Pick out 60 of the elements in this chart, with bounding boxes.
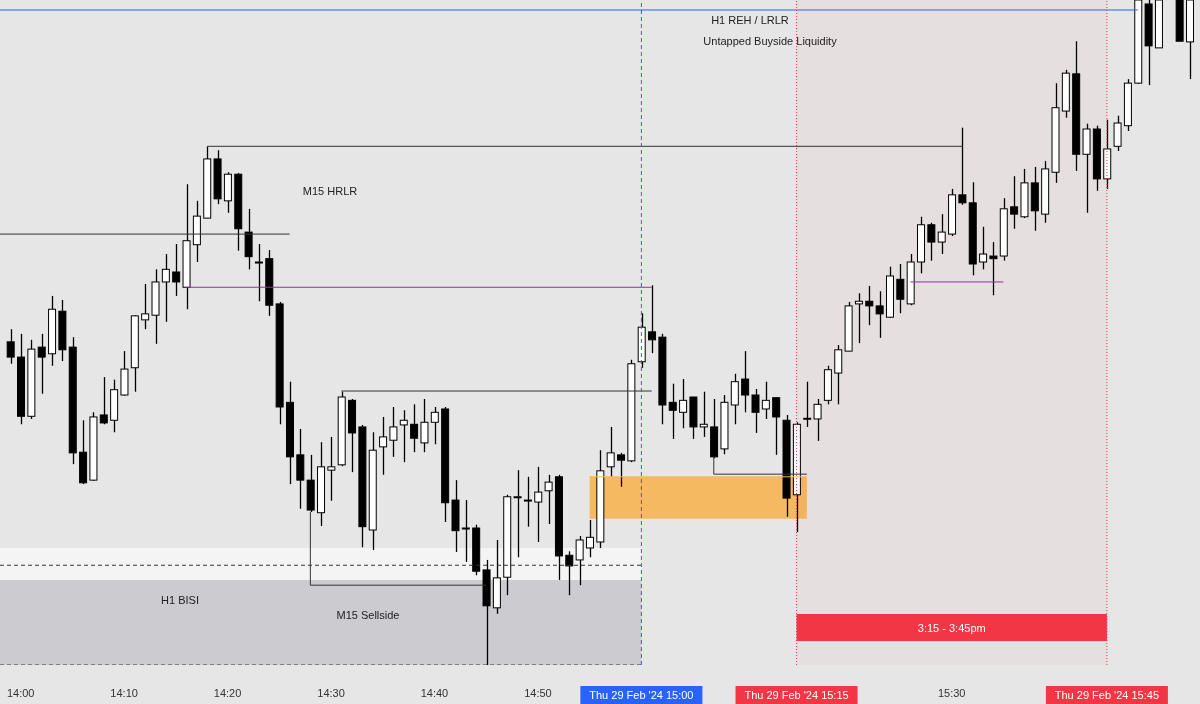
candlestick [875,290,884,339]
annotation: M15 HRLR [302,185,358,197]
candlestick [896,263,905,314]
candlestick [772,397,781,456]
candlestick [254,243,263,302]
candlestick [751,388,760,434]
x-tick-label: 14:40 [420,686,449,699]
annotation: H1 BISI [161,594,199,606]
candlestick [430,406,439,445]
x-tick-label: 14:10 [110,686,138,699]
candlestick [565,550,574,596]
x-tick-label: 15:30 [937,686,966,699]
candlestick [730,373,739,425]
annotation: Untapped Buyside Liquidity [703,35,837,47]
candlestick [99,376,108,425]
candlestick [699,391,708,438]
candlestick [803,381,812,428]
candlestick [679,378,688,429]
time-window-label: 3:15 - 3:45pm [796,614,1107,641]
candlestick [172,243,181,297]
candlestick [741,350,750,413]
candlestick [865,285,874,326]
annotation: M15 Sellside [336,609,400,621]
x-tick-label: 14:50 [524,686,552,699]
candlestick [813,398,822,442]
candlestick [410,403,419,453]
ref-line-label: Thu 29 Feb '24 15:15 [744,689,849,701]
candlestick [1010,175,1019,230]
candlestick [1113,115,1122,152]
candlestick [37,333,46,395]
candlestick [834,344,843,405]
candlestick [534,466,543,543]
x-tick-label: 14:20 [213,686,242,699]
x-tick-label: 14:30 [317,686,345,699]
candlestick [389,406,398,458]
candlestick [979,226,988,270]
candlestick [379,416,388,476]
candlestick [937,213,946,255]
candlestick [141,283,150,330]
ref-line-label: Thu 29 Feb '24 15:00 [589,689,694,701]
candlestick [327,436,336,502]
candlestick [989,241,998,296]
annotation: H1 REH / LRLR [711,14,789,26]
ref-line-label: Thu 29 Feb '24 15:45 [1054,689,1160,701]
candlestick [544,474,553,525]
band-label: 3:15 - 3:45pm [917,622,986,634]
candlestick [927,222,936,262]
candlestick [958,127,967,206]
candlestick [161,253,170,323]
candlestick [668,383,677,440]
candlestick [523,476,532,528]
candlestick [399,409,408,463]
candlestick [854,292,863,344]
candlestick [648,284,657,354]
candlestick [420,398,429,453]
candlestick [761,381,770,420]
candlestick [606,426,615,478]
candlestick [6,328,15,365]
x-tick-label: 14:00 [6,686,35,699]
candlestick [617,452,626,488]
